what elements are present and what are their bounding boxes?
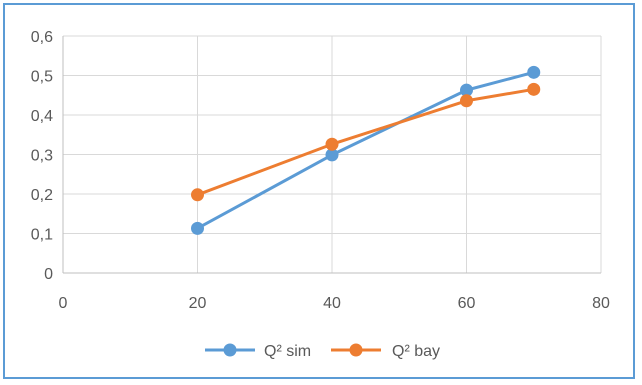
data-point <box>191 221 204 235</box>
y-tick-label: 0,5 <box>31 69 53 86</box>
data-point <box>460 94 473 108</box>
y-axis-ticks: 0 0,1 0,2 0,3 0,4 0,5 0,6 <box>31 29 53 283</box>
data-point <box>325 137 339 151</box>
y-tick-label: 0,4 <box>31 108 53 125</box>
legend: Q² sim Q² bay <box>205 343 440 360</box>
y-tick-label: 0 <box>44 266 53 283</box>
x-tick-label: 80 <box>592 295 610 312</box>
series-group <box>191 65 541 235</box>
data-point <box>527 82 541 96</box>
legend-marker-1 <box>349 343 363 357</box>
series-line-1 <box>196 87 536 197</box>
x-tick-label: 40 <box>323 295 341 312</box>
legend-label-1: Q² bay <box>392 343 440 360</box>
y-tick-label: 0,2 <box>31 187 53 204</box>
y-tick-label: 0,1 <box>31 227 53 244</box>
y-tick-label: 0,3 <box>31 148 53 165</box>
legend-label-0: Q² sim <box>264 343 311 360</box>
y-tick-label: 0,6 <box>31 29 53 46</box>
data-point <box>527 65 541 79</box>
data-point <box>325 148 339 162</box>
x-tick-label: 0 <box>59 295 68 312</box>
data-point <box>460 83 473 97</box>
chart-frame <box>3 3 635 379</box>
legend-marker-0 <box>223 343 237 357</box>
series-line-0 <box>196 70 536 230</box>
x-tick-label: 60 <box>458 295 476 312</box>
axes <box>62 36 601 274</box>
x-axis-ticks: 0 20 40 60 80 <box>59 295 610 312</box>
x-tick-label: 20 <box>189 295 207 312</box>
data-point <box>191 188 204 202</box>
